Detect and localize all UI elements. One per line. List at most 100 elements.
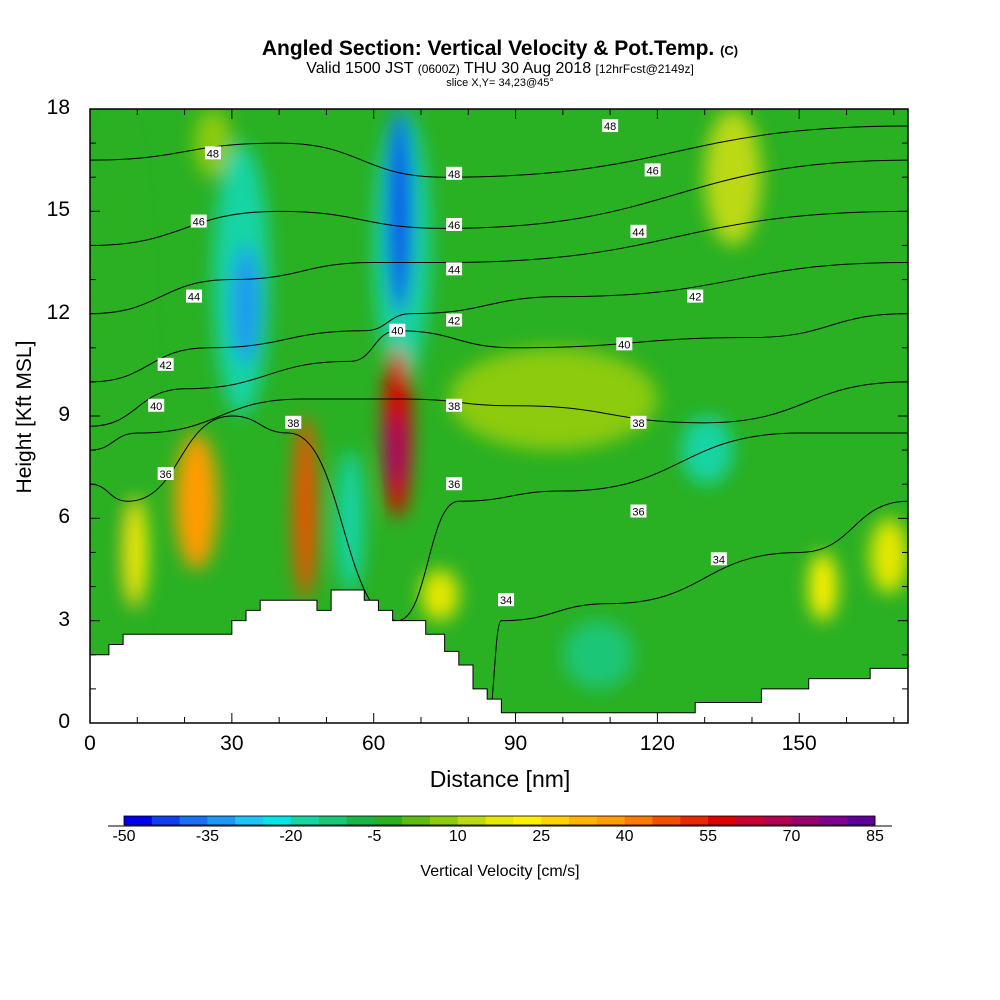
colorbar-swatch — [235, 816, 264, 825]
contour-label: 42 — [446, 313, 463, 327]
colorbar-swatch — [541, 816, 570, 825]
colorbar-tick-label: -35 — [195, 828, 219, 845]
y-tick-label: 0 — [58, 710, 70, 733]
contour-label: 40 — [616, 337, 633, 351]
terrain — [90, 589, 908, 723]
contour-label-text: 42 — [448, 315, 460, 327]
y-tick-label: 15 — [46, 198, 70, 222]
contour-label: 38 — [446, 398, 463, 413]
velocity-cell — [335, 450, 365, 594]
contour-label-text: 36 — [632, 507, 644, 519]
contour-label: 38 — [285, 415, 302, 430]
colorbar-tick-label: 55 — [699, 828, 717, 845]
isentrope-36 — [90, 415, 908, 622]
colorbar-tick-label: 10 — [448, 828, 467, 845]
colorbar-swatch — [624, 816, 653, 825]
y-tick-label: 6 — [58, 505, 70, 529]
contour-label-text: 38 — [632, 418, 644, 430]
plot-axes — [89, 108, 909, 724]
contour-label-text: 48 — [207, 148, 219, 160]
valid-time-text: Valid 1500 JST — [306, 60, 414, 77]
contour-labels: 48 46 44 42 40 36 38 40 48 46 44 42 38 36 34 48 46 44 42 40… — [148, 119, 727, 607]
contour-label-text: 38 — [287, 418, 299, 430]
colorbar-swatch — [318, 816, 348, 825]
contour-label: 36 — [446, 477, 463, 491]
contour-label: 36 — [157, 466, 174, 481]
colorbar-tick-label: 25 — [532, 828, 551, 845]
contour-label-text: 42 — [160, 360, 172, 372]
colorbar-tick-label: 85 — [866, 828, 884, 845]
contour-label-text: 38 — [448, 401, 460, 413]
colorbar-swatch — [763, 816, 793, 825]
valid-utc-text: (0600Z) — [417, 62, 460, 76]
isentrope-34 — [486, 500, 908, 723]
colorbar-swatch — [708, 816, 737, 825]
terrain-mask — [90, 589, 908, 723]
contour-label: 44 — [186, 289, 203, 304]
contour-label: 34 — [710, 552, 727, 566]
contour-label-text: 44 — [188, 292, 200, 304]
isentrope-contours — [90, 125, 908, 723]
isentrope-44 — [90, 210, 908, 315]
velocity-cell — [870, 518, 908, 594]
contour-label-text: 42 — [689, 292, 701, 304]
x-tick-label: 90 — [503, 732, 528, 755]
chart-subtitle: Valid 1500 JST (0600Z) THU 30 Aug 2018 [… — [0, 60, 1000, 78]
contour-label-text: 48 — [448, 169, 460, 181]
colorbar-swatch — [791, 816, 820, 825]
contour-label-text: 46 — [647, 165, 659, 177]
contour-label-text: 36 — [160, 469, 172, 481]
velocity-cell — [562, 620, 634, 689]
colorbar-swatch — [290, 816, 320, 825]
colorbar-frame — [123, 815, 876, 826]
velocity-cell — [387, 109, 412, 314]
x-tick-label: 60 — [362, 732, 386, 755]
velocity-cell — [387, 416, 403, 485]
colorbar-label: Vertical Velocity [cm/s] — [420, 863, 580, 880]
contour-label-text: 40 — [618, 339, 630, 351]
colorbar-swatch — [179, 816, 208, 825]
contour-label-text: 46 — [193, 217, 205, 229]
contour-label: 46 — [190, 214, 207, 229]
velocity-field — [90, 109, 908, 723]
colorbar-swatch — [346, 816, 375, 825]
colorbar-swatch — [847, 816, 876, 825]
contour-label: 38 — [630, 415, 647, 430]
contour-label: 40 — [389, 323, 406, 338]
x-axis-label: Distance [nm] — [429, 766, 571, 792]
velocity-cell — [449, 347, 658, 451]
valid-date-text: THU 30 Aug 2018 — [463, 60, 592, 77]
colorbar-swatch — [402, 816, 431, 825]
isentrope-48 — [90, 125, 908, 178]
contour-label-text: 40 — [150, 401, 162, 413]
contour-label-text: 44 — [632, 227, 644, 239]
contour-label: 36 — [630, 504, 647, 519]
isentrope-40 — [90, 313, 908, 427]
contour-label: 46 — [446, 217, 463, 232]
y-tick-label: 12 — [46, 300, 70, 324]
colorbar-tick-label: -50 — [112, 828, 136, 845]
contour-label: 40 — [148, 398, 165, 413]
colorbar-tick-label: 40 — [615, 828, 634, 845]
slice-info: slice X,Y= 34,23@45° — [446, 77, 554, 89]
colorbar-tick-label: 70 — [782, 828, 801, 845]
contour-label: 48 — [602, 119, 619, 133]
colorbar-swatch — [569, 816, 598, 825]
forecast-text: [12hrFcst@2149z] — [595, 62, 694, 76]
chart-title-unit: (C) — [720, 43, 739, 58]
colorbar-tick-label: -20 — [279, 828, 303, 845]
colorbar-swatch — [374, 816, 403, 825]
chart-title: Angled Section: Vertical Velocity & Pot.… — [0, 37, 1000, 61]
contour-label: 42 — [157, 357, 174, 372]
isentrope-42 — [90, 262, 908, 383]
contour-label-text: 36 — [448, 479, 460, 491]
x-tick-label: 120 — [639, 732, 675, 755]
colorbar-swatch — [151, 816, 181, 825]
x-tick-label: 30 — [220, 732, 244, 755]
colorbar-swatch — [457, 816, 487, 825]
x-tick-label: 0 — [84, 732, 96, 755]
contour-label: 48 — [446, 166, 463, 181]
y-tick-label: 18 — [46, 96, 70, 119]
y-tick-label: 9 — [58, 403, 70, 426]
